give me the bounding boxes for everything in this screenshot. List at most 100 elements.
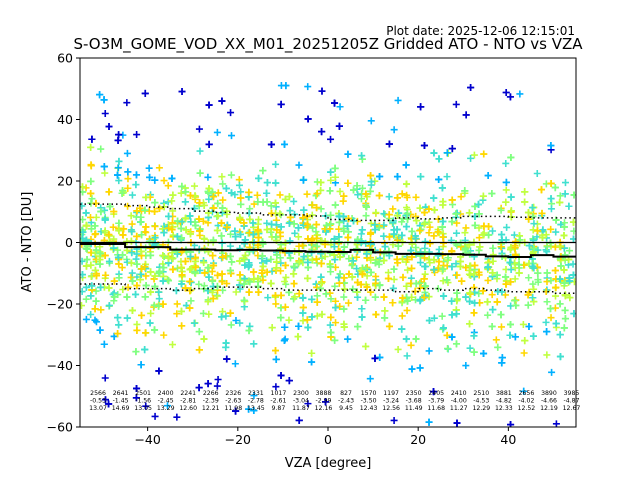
data-point: [195, 280, 203, 288]
bin-std: 14.69: [112, 405, 130, 412]
data-point: [218, 254, 226, 262]
data-point: [105, 123, 113, 131]
data-point: [561, 306, 569, 314]
data-point: [548, 368, 556, 376]
data-point: [380, 221, 388, 229]
data-point: [97, 145, 105, 153]
data-point: [124, 175, 132, 183]
data-point: [218, 308, 226, 316]
data-point: [384, 269, 392, 277]
bin-count: 2501: [135, 390, 151, 397]
data-point: [561, 279, 569, 287]
data-point: [530, 298, 538, 306]
data-point: [398, 190, 406, 198]
data-point: [191, 182, 199, 190]
data-point: [556, 275, 564, 283]
data-point: [421, 262, 429, 270]
data-point: [132, 348, 140, 356]
data-point: [444, 345, 452, 353]
chart-title: S-O3M_GOME_VOD_XX_M01_20251205Z Gridded …: [73, 35, 583, 54]
data-point: [327, 168, 335, 176]
data-point: [195, 384, 203, 392]
data-point: [181, 198, 189, 206]
y-tick-label: 60: [57, 51, 73, 66]
data-point: [208, 208, 216, 216]
data-point: [151, 240, 159, 248]
data-point: [124, 202, 132, 210]
data-point: [336, 270, 344, 278]
data-point: [142, 223, 150, 231]
data-point: [529, 226, 537, 234]
data-point: [133, 232, 141, 240]
data-point: [534, 269, 542, 277]
data-point: [299, 176, 307, 184]
data-point: [349, 285, 357, 293]
data-point: [313, 298, 321, 306]
data-point: [362, 264, 370, 272]
data-point: [313, 283, 321, 291]
data-point: [87, 189, 95, 197]
data-point: [507, 266, 515, 274]
data-point: [250, 340, 258, 348]
bin-mean: -2.81: [180, 398, 196, 405]
data-point: [489, 257, 497, 265]
data-point: [502, 273, 510, 281]
data-point: [119, 286, 127, 294]
data-point: [470, 151, 478, 159]
data-point: [250, 392, 258, 400]
bin-count: 3985: [564, 390, 580, 397]
data-point: [300, 253, 308, 261]
data-point: [318, 87, 326, 95]
data-point: [466, 271, 474, 279]
data-point: [187, 278, 195, 286]
data-point: [461, 229, 469, 237]
data-point: [354, 191, 362, 199]
data-point: [321, 225, 329, 233]
data-point: [543, 351, 551, 359]
data-point: [138, 265, 146, 273]
data-point: [511, 333, 519, 341]
data-point: [420, 142, 428, 150]
data-point: [205, 310, 213, 318]
y-axis-ticks: −60 −40 −20 0 20 40 60: [47, 51, 80, 435]
data-point: [217, 232, 225, 240]
data-point: [367, 178, 375, 186]
data-point: [489, 227, 497, 235]
data-point: [249, 230, 257, 238]
data-point: [219, 180, 227, 188]
data-point: [133, 131, 141, 139]
data-point: [169, 231, 177, 239]
data-point: [431, 206, 439, 214]
data-point: [87, 292, 95, 300]
data-point: [327, 329, 335, 337]
data-point: [439, 239, 447, 247]
data-point: [443, 276, 451, 284]
data-point: [218, 204, 226, 212]
bin-mean: -2.39: [203, 398, 219, 405]
data-point: [195, 125, 203, 133]
data-point: [169, 341, 177, 349]
data-point: [82, 244, 90, 252]
data-point: [195, 215, 203, 223]
data-point: [267, 202, 275, 210]
data-point: [421, 209, 429, 217]
data-point: [178, 322, 186, 330]
data-point: [371, 259, 379, 267]
data-point: [226, 242, 234, 250]
data-point: [214, 199, 222, 207]
data-point: [336, 253, 344, 261]
data-point: [521, 198, 529, 206]
data-point: [282, 261, 290, 269]
data-point: [145, 164, 153, 172]
bin-mean: -2.45: [158, 398, 174, 405]
data-point: [552, 320, 560, 328]
data-point: [367, 240, 375, 248]
data-point: [443, 331, 451, 339]
data-point: [524, 301, 532, 309]
data-point: [502, 89, 510, 97]
data-point: [475, 234, 483, 242]
data-point: [488, 190, 496, 198]
data-point: [439, 324, 447, 332]
data-point: [164, 198, 172, 206]
data-point: [461, 187, 469, 195]
